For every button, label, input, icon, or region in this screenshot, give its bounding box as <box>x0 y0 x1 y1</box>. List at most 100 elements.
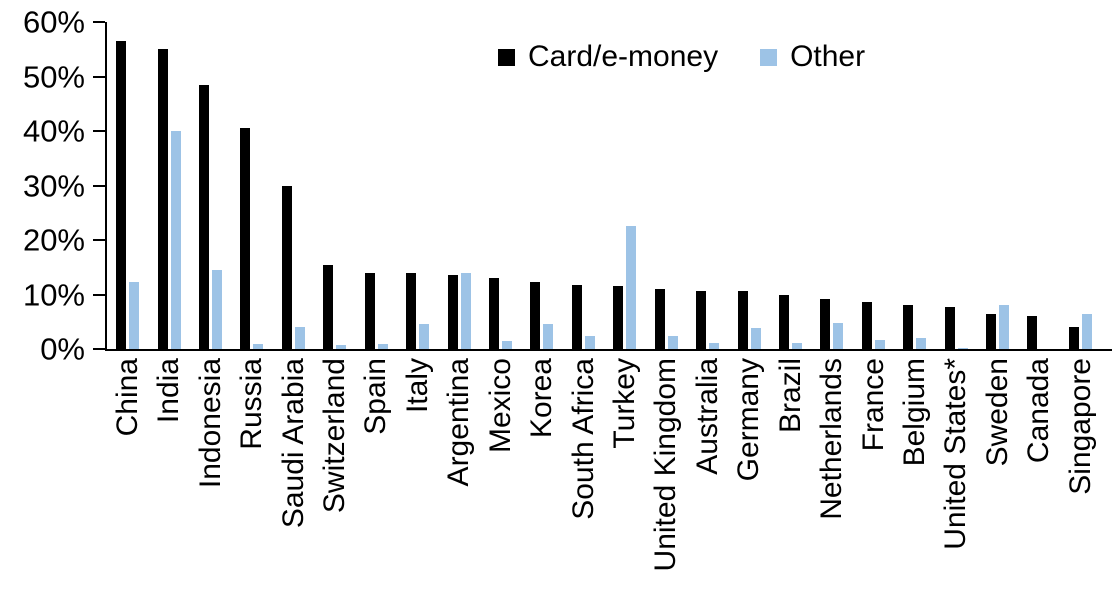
bar-card-e-money-korea <box>530 281 541 349</box>
x-label-united-kingdom: United Kingdom <box>649 358 683 572</box>
legend-swatch-other-icon <box>760 48 778 66</box>
bar-other-india <box>170 131 181 349</box>
x-axis-line <box>105 349 1112 351</box>
x-label-cell-china: China <box>107 358 148 588</box>
bar-group-spain <box>356 22 397 349</box>
x-label-brazil: Brazil <box>773 358 807 434</box>
y-tick-mark <box>93 184 105 187</box>
x-label-belgium: Belgium <box>897 358 931 467</box>
bar-card-e-money-brazil <box>778 294 789 349</box>
bar-card-e-money-china <box>116 41 127 349</box>
y-tick-label: 60% <box>22 4 85 40</box>
bar-card-e-money-spain <box>364 272 375 349</box>
y-tick-label: 40% <box>22 113 85 149</box>
bar-other-france <box>874 340 885 349</box>
legend-swatch-card-e-money-icon <box>498 48 515 66</box>
x-label-cell-australia: Australia <box>687 358 728 588</box>
x-label-saudi-arabia: Saudi Arabia <box>276 358 310 529</box>
y-tick-mark <box>93 75 105 78</box>
bar-card-e-money-indonesia <box>199 84 210 349</box>
bar-other-spain <box>377 343 388 349</box>
x-label-cell-canada: Canada <box>1018 358 1059 588</box>
x-label-cell-indonesia: Indonesia <box>190 358 231 588</box>
bar-card-e-money-germany <box>737 290 748 349</box>
x-label-korea: Korea <box>525 358 559 439</box>
y-axis: 0% 10% 20% 30% 40% 50% 60% <box>0 7 105 365</box>
bar-other-indonesia <box>212 269 223 349</box>
x-label-netherlands: Netherlands <box>815 358 849 520</box>
bar-other-netherlands <box>833 322 844 349</box>
y-tick-label: 50% <box>22 59 85 94</box>
bar-other-brazil <box>791 343 802 349</box>
legend: Card/e-money Other <box>498 42 865 72</box>
bar-group-mexico <box>480 22 521 349</box>
bar-group-netherlands <box>811 22 852 349</box>
bar-card-e-money-mexico <box>489 278 499 349</box>
plot-area <box>107 22 1101 349</box>
x-label-cell-sweden: Sweden <box>977 358 1018 588</box>
x-label-sweden: Sweden <box>980 358 1014 467</box>
bar-group-australia <box>687 22 728 349</box>
x-label-indonesia: Indonesia <box>193 358 227 489</box>
bar-group-sweden <box>977 22 1018 349</box>
bar-group-indonesia <box>190 22 231 349</box>
x-label-france: France <box>856 358 890 452</box>
bar-card-e-money-canada <box>1027 316 1038 349</box>
x-label-turkey: Turkey <box>608 358 642 449</box>
bar-group-united-states <box>935 22 976 349</box>
x-label-south-africa: South Africa <box>566 358 600 520</box>
x-label-united-states: United States* <box>939 358 973 550</box>
bar-group-germany <box>728 22 769 349</box>
legend-item-other: Other <box>760 42 865 72</box>
bar-group-switzerland <box>314 22 355 349</box>
bar-group-india <box>148 22 189 349</box>
bar-group-argentina <box>438 22 479 349</box>
y-tick-label: 30% <box>22 168 85 203</box>
bar-other-argentina <box>460 272 471 349</box>
bar-group-turkey <box>604 22 645 349</box>
bar-group-france <box>853 22 894 349</box>
y-tick-mark <box>93 348 105 350</box>
bar-other-germany <box>750 327 761 349</box>
x-label-india: India <box>152 358 186 424</box>
x-label-russia: Russia <box>235 358 269 450</box>
x-label-cell-india: India <box>148 358 189 588</box>
bar-other-south-africa <box>584 335 595 349</box>
legend-label-other: Other <box>790 40 866 73</box>
bar-other-china <box>129 281 140 349</box>
x-label-singapore: Singapore <box>1063 358 1097 495</box>
legend-item-card-e-money: Card/e-money <box>498 42 718 72</box>
x-label-spain: Spain <box>359 358 393 435</box>
bar-other-switzerland <box>336 344 347 349</box>
x-label-germany: Germany <box>732 358 766 482</box>
bar-card-e-money-turkey <box>613 286 624 349</box>
x-label-cell-singapore: Singapore <box>1060 358 1101 588</box>
x-label-cell-switzerland: Switzerland <box>314 358 355 588</box>
y-tick-label: 20% <box>22 222 85 258</box>
bar-card-e-money-france <box>861 302 872 349</box>
bar-card-e-money-sweden <box>986 314 997 349</box>
bar-other-united-kingdom <box>667 335 678 349</box>
bar-other-singapore <box>1081 313 1092 349</box>
x-label-cell-argentina: Argentina <box>438 358 479 588</box>
x-label-switzerland: Switzerland <box>318 358 352 514</box>
bar-group-united-kingdom <box>645 22 686 349</box>
bar-card-e-money-russia <box>240 128 251 349</box>
bar-other-sweden <box>999 305 1010 349</box>
bar-card-e-money-belgium <box>903 304 914 349</box>
bar-card-e-money-saudi-arabia <box>281 185 292 349</box>
x-label-italy: Italy <box>400 358 434 414</box>
y-tick-mark <box>93 130 105 132</box>
x-label-cell-mexico: Mexico <box>480 358 521 588</box>
bar-other-australia <box>709 343 720 349</box>
y-tick-mark <box>93 293 105 296</box>
x-label-argentina: Argentina <box>442 358 476 487</box>
bar-card-e-money-singapore <box>1068 327 1079 349</box>
bar-other-russia <box>253 343 264 349</box>
x-label-cell-united-states: United States* <box>935 358 976 588</box>
bar-card-e-money-australia <box>696 290 707 349</box>
bar-card-e-money-switzerland <box>323 264 334 349</box>
bar-group-russia <box>231 22 272 349</box>
x-label-cell-italy: Italy <box>397 358 438 588</box>
y-tick-label: 0% <box>40 331 85 367</box>
